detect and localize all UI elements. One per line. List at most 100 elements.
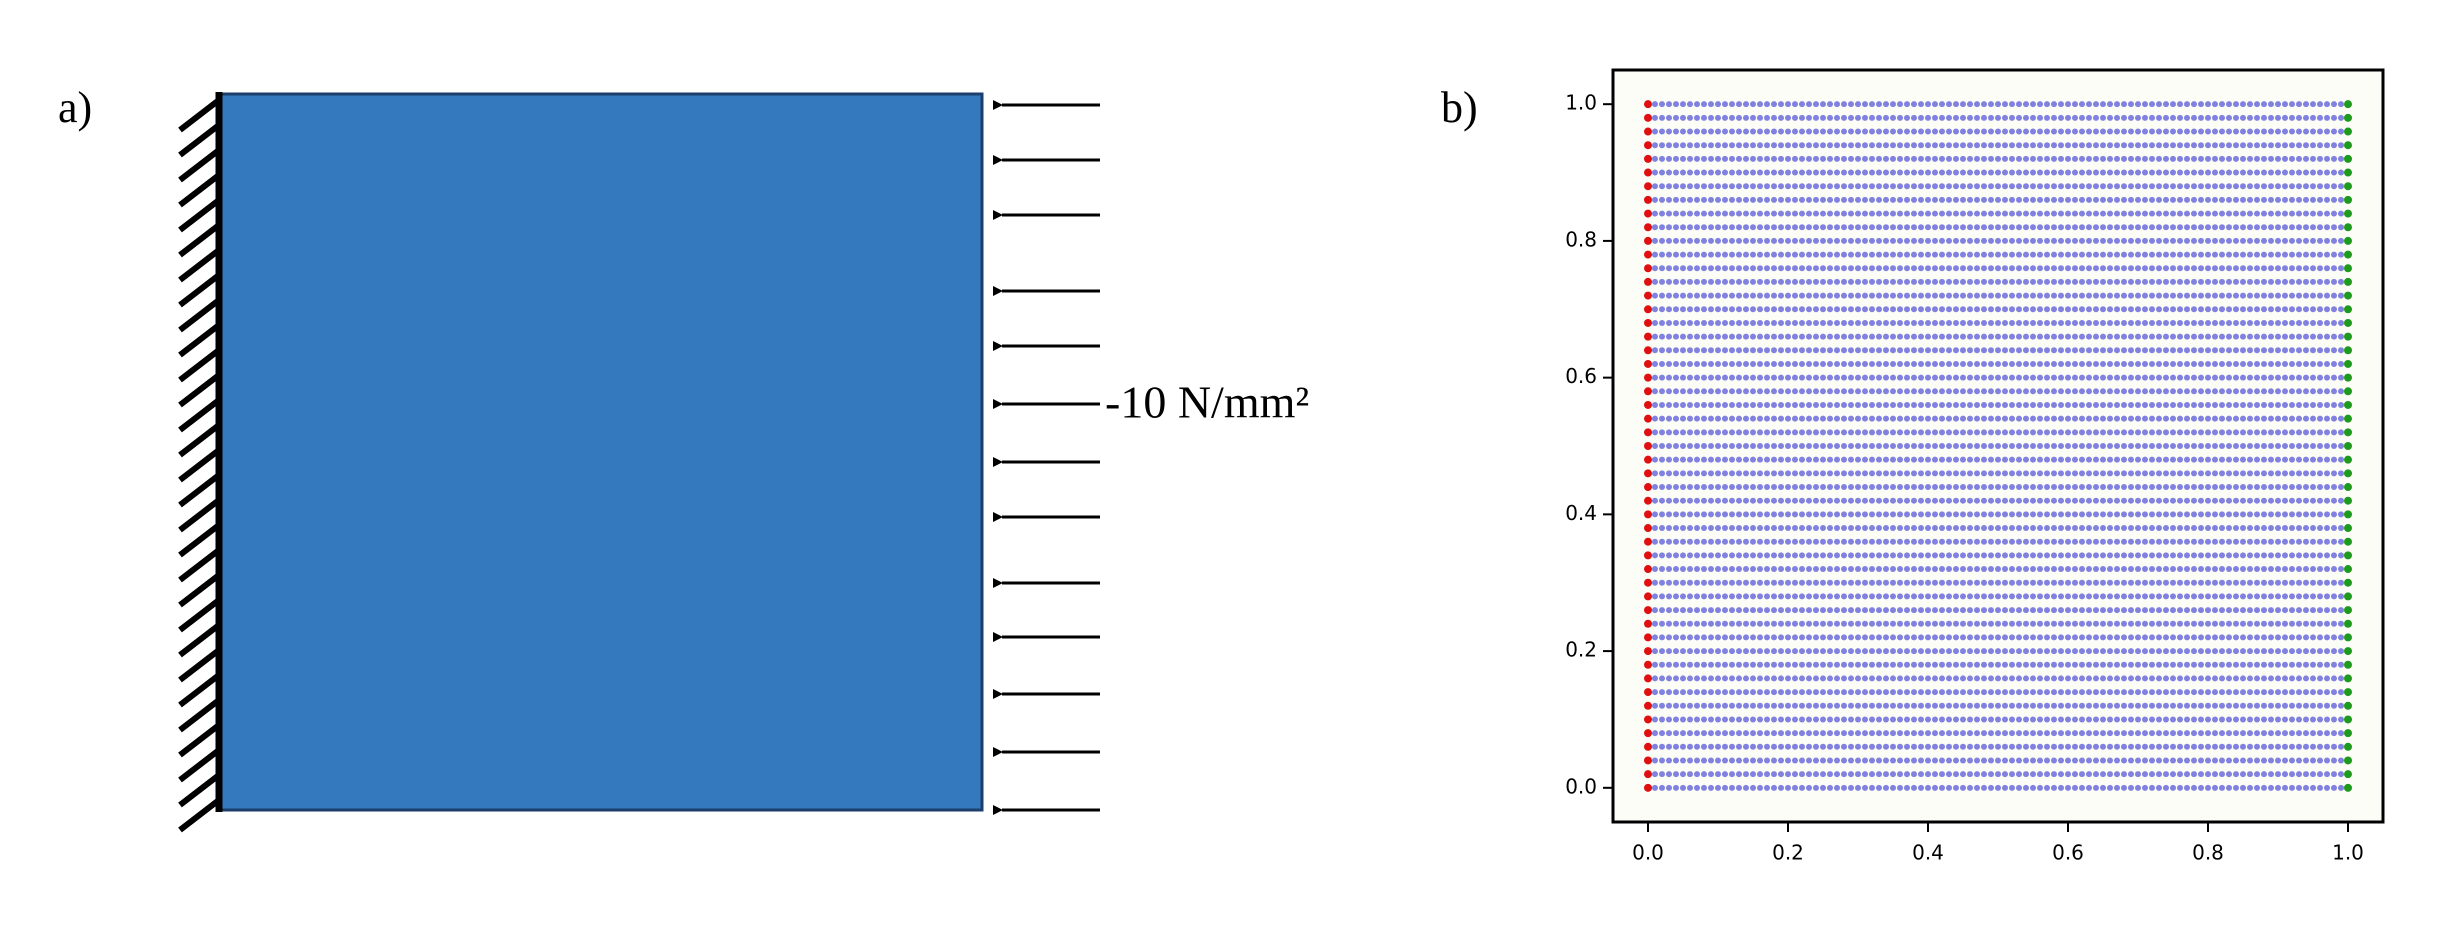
point <box>2037 278 2043 285</box>
point <box>1834 484 1840 491</box>
point <box>1799 607 1805 614</box>
point <box>2254 278 2260 285</box>
point <box>2156 210 2162 217</box>
point <box>1981 415 1987 422</box>
point <box>1708 607 1714 614</box>
point <box>1834 169 1840 176</box>
point <box>1925 456 1931 463</box>
point <box>2303 689 2309 696</box>
point <box>2128 497 2134 504</box>
point <box>1785 292 1791 299</box>
point <box>1806 292 1812 299</box>
point <box>1687 374 1693 381</box>
point <box>2030 620 2036 627</box>
point <box>2289 292 2295 299</box>
point <box>2086 374 2092 381</box>
point <box>1995 210 2001 217</box>
point <box>1771 525 1777 532</box>
point <box>1820 743 1826 750</box>
point <box>2184 456 2190 463</box>
point <box>1848 224 1854 231</box>
point <box>1946 401 1952 408</box>
point <box>1876 210 1882 217</box>
point <box>1862 648 1868 655</box>
point <box>1757 593 1763 600</box>
point <box>1806 128 1812 135</box>
point <box>2142 648 2148 655</box>
point <box>2037 648 2043 655</box>
point <box>2030 607 2036 614</box>
point <box>2093 757 2099 764</box>
point <box>1729 484 1735 491</box>
point <box>1939 169 1945 176</box>
point <box>2184 265 2190 272</box>
point <box>2289 784 2295 791</box>
point <box>2037 484 2043 491</box>
point <box>2254 155 2260 162</box>
point <box>2184 429 2190 436</box>
point <box>2086 319 2092 326</box>
point <box>1890 771 1896 778</box>
point <box>1715 484 1721 491</box>
point <box>1771 771 1777 778</box>
point <box>1694 306 1700 313</box>
point <box>1855 415 1861 422</box>
point <box>1932 251 1938 258</box>
point <box>2212 716 2218 723</box>
point <box>1834 251 1840 258</box>
point <box>2205 716 2211 723</box>
point <box>1946 278 1952 285</box>
point <box>2037 169 2043 176</box>
point <box>2289 443 2295 449</box>
point <box>1911 128 1917 135</box>
point <box>2058 265 2064 272</box>
point <box>2009 251 2015 258</box>
point <box>1799 183 1805 190</box>
point <box>2226 210 2232 217</box>
point <box>2100 415 2106 422</box>
point <box>1897 593 1903 600</box>
point <box>1862 401 1868 408</box>
point <box>1792 128 1798 135</box>
point <box>2261 360 2267 367</box>
point <box>1799 757 1805 764</box>
point <box>2016 114 2022 121</box>
point <box>2030 661 2036 668</box>
point <box>1743 360 1749 367</box>
point <box>2079 771 2085 778</box>
point <box>2002 470 2008 477</box>
point <box>2170 716 2176 723</box>
point <box>2170 689 2176 696</box>
point <box>1666 456 1672 463</box>
point <box>1841 443 1847 449</box>
point <box>2240 360 2246 367</box>
point <box>2135 634 2141 641</box>
point <box>1995 374 2001 381</box>
point <box>1715 224 1721 231</box>
point <box>1722 360 1728 367</box>
point <box>2051 306 2057 313</box>
point <box>1722 155 1728 162</box>
point <box>2037 634 2043 641</box>
point <box>2023 360 2029 367</box>
point <box>2149 784 2155 791</box>
point <box>2198 716 2204 723</box>
point <box>1883 607 1889 614</box>
point <box>1918 552 1924 559</box>
point <box>1806 415 1812 422</box>
point <box>2261 566 2267 573</box>
point <box>1876 484 1882 491</box>
point <box>2254 319 2260 326</box>
point <box>2261 620 2267 627</box>
point <box>1736 525 1742 532</box>
point <box>2198 183 2204 190</box>
point <box>2296 497 2302 504</box>
point <box>2233 169 2239 176</box>
point <box>2107 292 2113 299</box>
point <box>1827 429 1833 436</box>
point <box>2030 415 2036 422</box>
point <box>2044 114 2050 121</box>
point <box>2156 607 2162 614</box>
point <box>2163 128 2169 135</box>
point <box>1771 552 1777 559</box>
